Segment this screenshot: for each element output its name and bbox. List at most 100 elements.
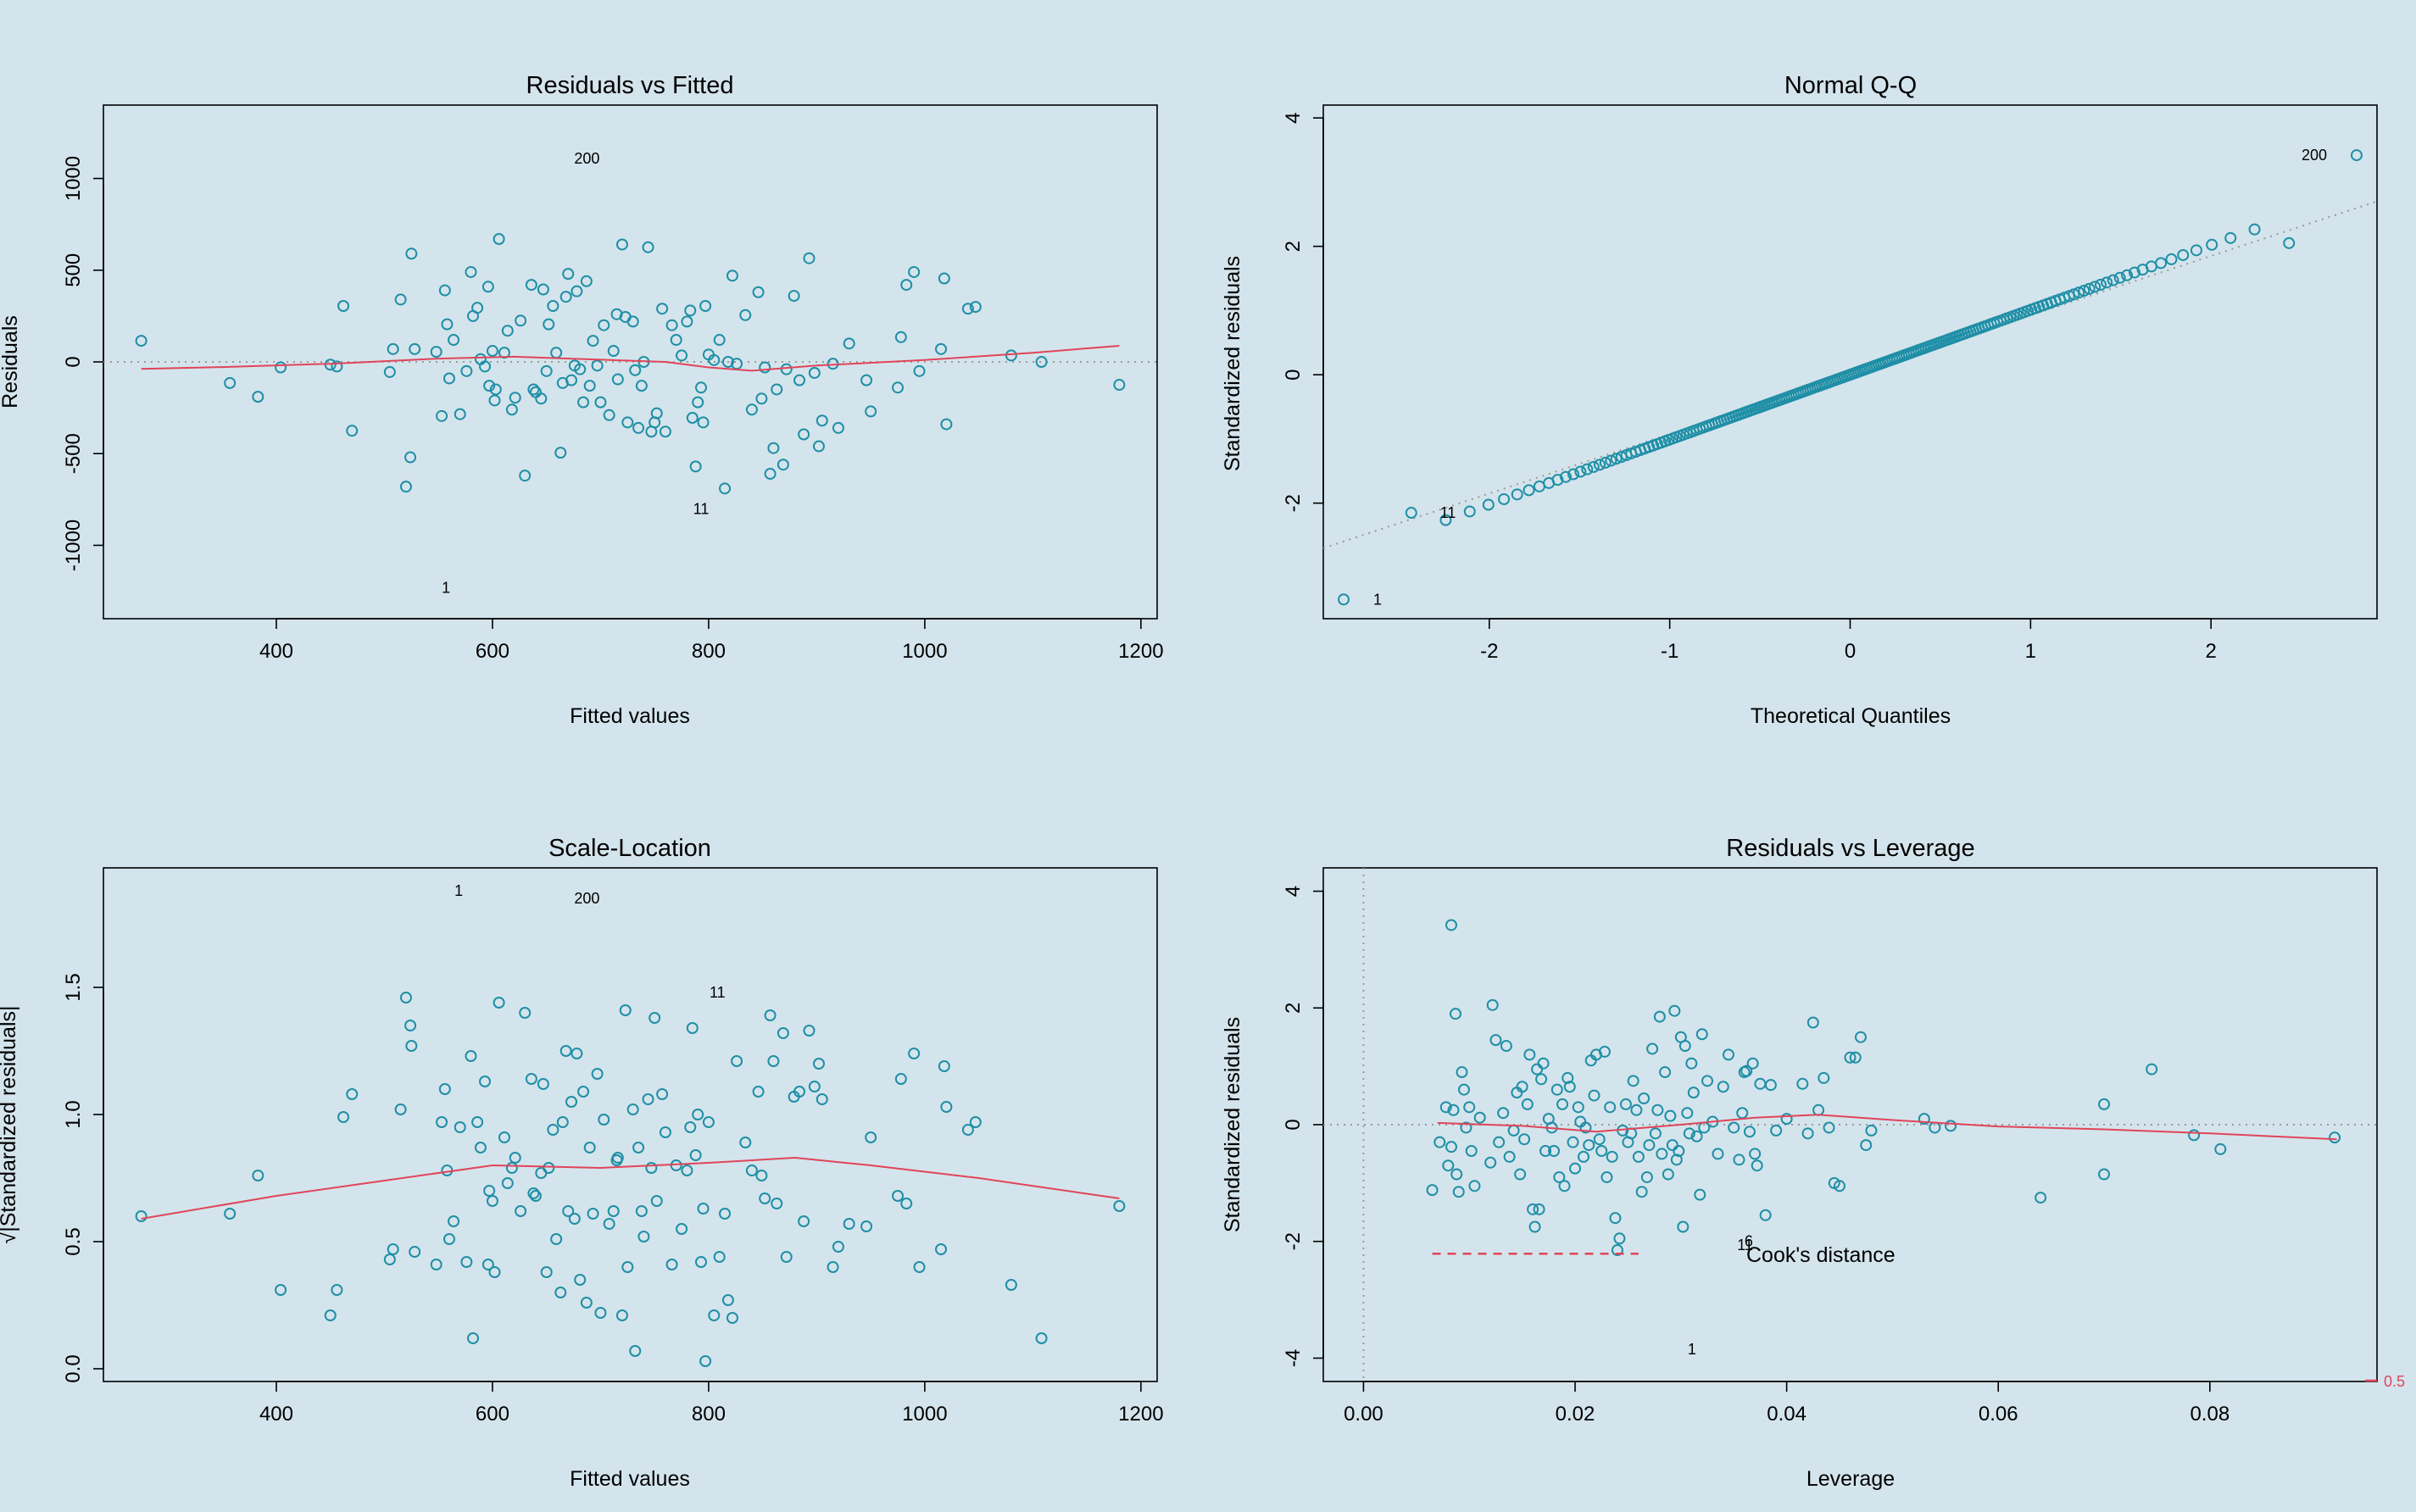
y-tick-label: -1000	[62, 520, 85, 571]
data-point	[2107, 274, 2119, 286]
data-point	[764, 468, 777, 481]
data-point	[1523, 1048, 1536, 1061]
data-point	[1599, 456, 1612, 469]
data-point	[2248, 223, 2261, 236]
data-point	[501, 1177, 514, 1189]
data-point	[448, 1215, 460, 1227]
data-point	[405, 247, 418, 260]
x-tick-label: 1	[2025, 640, 2036, 663]
data-point	[656, 303, 669, 315]
data-point	[1527, 1203, 1539, 1215]
data-point	[565, 1096, 578, 1108]
data-point	[2113, 271, 2126, 284]
data-point	[547, 1124, 559, 1136]
data-point	[1005, 349, 1017, 362]
data-point	[771, 1198, 783, 1209]
data-point	[1482, 498, 1495, 511]
data-point	[721, 1294, 734, 1306]
data-point	[488, 394, 501, 407]
data-point	[529, 386, 542, 398]
data-point	[1659, 1066, 1672, 1079]
data-point	[607, 345, 620, 358]
data-point	[938, 272, 950, 285]
data-point	[550, 347, 563, 359]
data-point	[488, 1266, 501, 1278]
data-point	[493, 997, 505, 1009]
y-tick-label: 0	[1282, 1119, 1305, 1130]
data-point	[598, 319, 610, 331]
data-point	[1516, 1081, 1528, 1093]
y-tick-label: -500	[62, 433, 85, 474]
data-point	[894, 331, 907, 343]
data-point	[486, 345, 498, 358]
data-point	[1511, 488, 1523, 501]
data-point	[1456, 1066, 1468, 1079]
data-point	[441, 318, 454, 331]
data-point	[1537, 1057, 1550, 1070]
data-point	[843, 337, 855, 350]
data-point	[832, 1241, 844, 1253]
data-point	[816, 1093, 828, 1105]
data-point	[540, 1266, 553, 1278]
data-point	[935, 1243, 948, 1255]
data-point	[2155, 257, 2168, 270]
data-point	[1695, 1028, 1708, 1041]
plot-frame	[1322, 104, 2378, 620]
data-point	[1754, 1077, 1767, 1090]
data-point	[812, 440, 825, 453]
data-point	[1759, 1209, 1772, 1221]
data-point	[629, 364, 642, 376]
data-point	[465, 265, 477, 278]
data-point	[493, 232, 505, 245]
data-point	[1567, 1136, 1579, 1148]
data-point	[1579, 1121, 1592, 1134]
data-point	[443, 372, 455, 385]
data-point	[632, 421, 645, 434]
data-point	[626, 315, 639, 328]
data-point	[1613, 1232, 1626, 1245]
data-point	[324, 1309, 337, 1321]
data-point	[759, 361, 771, 374]
point-label: 6	[1745, 1233, 1753, 1250]
data-point	[1605, 454, 1617, 467]
data-point	[719, 482, 732, 495]
y-tick-label: 500	[62, 253, 85, 287]
data-point	[649, 1012, 661, 1024]
data-point	[908, 265, 921, 278]
data-point	[665, 319, 678, 331]
data-point	[681, 315, 693, 328]
data-point	[702, 1116, 715, 1128]
x-tick-label: 800	[692, 640, 726, 663]
y-tick-label: -2	[1282, 1232, 1305, 1250]
data-point	[1560, 470, 1573, 483]
data-point	[1442, 1159, 1455, 1172]
data-point	[394, 1103, 407, 1115]
data-point	[1468, 1180, 1481, 1192]
plot-title: Residuals vs Leverage	[1726, 835, 1974, 862]
data-point	[1635, 1186, 1648, 1198]
data-point	[1849, 1051, 1862, 1064]
data-point	[1649, 1127, 1662, 1140]
data-point	[1595, 1144, 1608, 1157]
data-point	[252, 391, 264, 403]
data-point	[509, 392, 521, 404]
y-tick-label: -4	[1282, 1349, 1305, 1367]
data-point	[676, 1223, 688, 1235]
data-point	[1572, 1101, 1584, 1114]
data-point	[1338, 593, 1350, 606]
data-point	[1865, 1124, 1878, 1137]
data-point	[1445, 1141, 1458, 1153]
data-point	[1764, 1079, 1777, 1092]
data-point	[1035, 356, 1048, 368]
data-point	[594, 396, 607, 409]
data-point	[689, 1149, 702, 1161]
data-point	[346, 425, 359, 437]
data-point	[1801, 1127, 1814, 1140]
smoother-line	[1437, 1114, 2337, 1141]
data-point	[665, 1259, 678, 1270]
point-label: 200	[2302, 147, 2327, 164]
y-tick-label: 0.0	[62, 1354, 85, 1382]
data-point	[1844, 1051, 1857, 1064]
data-point	[1528, 1220, 1541, 1233]
